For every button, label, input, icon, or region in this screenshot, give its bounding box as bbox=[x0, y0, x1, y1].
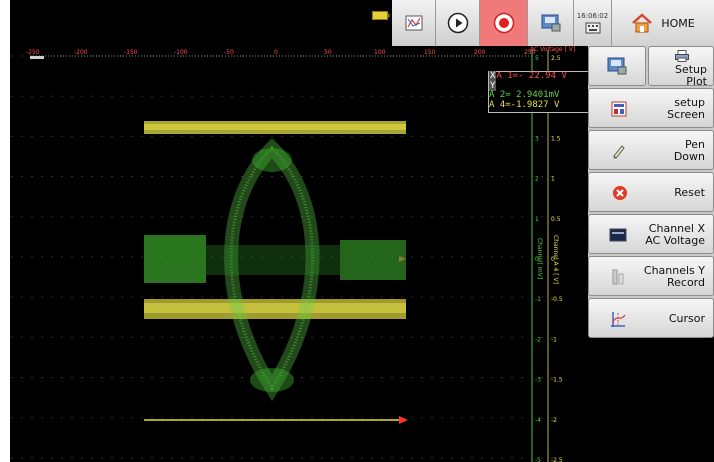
pen-down-line2: Down bbox=[673, 150, 705, 163]
x-tick-label: -200 bbox=[74, 49, 88, 56]
printer-icon bbox=[675, 50, 689, 62]
reset-button[interactable]: Reset bbox=[588, 172, 714, 212]
yellow-trace-lower-highlight bbox=[144, 303, 406, 313]
setup-plot-line2: Plot bbox=[686, 75, 707, 88]
top-toolbar: 16:06:02 HOME bbox=[392, 0, 714, 46]
setup-screen-button[interactable]: setup Screen bbox=[588, 88, 714, 128]
channels-y-button[interactable]: Channels Y Record bbox=[588, 256, 714, 296]
y-inner-tick-label: -1 bbox=[535, 296, 541, 303]
y-inner-tick-label: 1 bbox=[535, 216, 539, 223]
channel-x-line1: Channel X bbox=[648, 222, 705, 235]
y-outer-tick-label: 1 bbox=[551, 176, 555, 183]
horizontal-scroll-indicator bbox=[30, 56, 44, 59]
home-button[interactable]: HOME bbox=[612, 0, 714, 46]
cursor-readout: XA 1=- 22.94 V Y A 2= 2.9401mV A 4=-1.98… bbox=[488, 71, 592, 113]
setup-screen-line2: Screen bbox=[667, 108, 705, 121]
x-tick-label: 250 bbox=[524, 49, 536, 56]
setup-plot-button[interactable]: Setup Plot bbox=[648, 46, 714, 88]
readout-line-1: A 1=- 22.94 V bbox=[496, 71, 567, 81]
save-button[interactable] bbox=[528, 0, 574, 46]
y-outer-tick-label: 1.5 bbox=[551, 135, 561, 142]
x-tick-label: -250 bbox=[26, 49, 40, 56]
x-tick-label: 200 bbox=[474, 49, 486, 56]
readout-line-2: A 2= 2.9401mV bbox=[489, 90, 560, 100]
x-axis-label: AC Voltage [ V] bbox=[530, 46, 575, 53]
play-icon bbox=[447, 12, 468, 34]
yellow-trace-upper-highlight bbox=[144, 124, 406, 130]
chart-button[interactable] bbox=[392, 0, 436, 46]
clock-keyboard-button[interactable]: 16:06:02 bbox=[574, 0, 612, 46]
y-outer-tick-label: -0.5 bbox=[551, 296, 563, 303]
green-trace bbox=[144, 138, 406, 401]
readout-line-3: A 4=-1.9827 V bbox=[489, 99, 560, 110]
channels-y-icon bbox=[612, 269, 624, 285]
y-inner-tick-label: 2 bbox=[535, 176, 539, 183]
battery-icon bbox=[372, 11, 390, 20]
home-label: HOME bbox=[661, 16, 695, 30]
channel-x-button[interactable]: Channel X AC Voltage bbox=[588, 214, 714, 254]
red-cursor-marker bbox=[399, 416, 408, 424]
keyboard-icon bbox=[585, 22, 600, 34]
y-inner-tick-label: -2 bbox=[535, 336, 541, 343]
y-outer-tick-label: 2.5 bbox=[551, 55, 561, 62]
y-outer-tick-label: -2 bbox=[551, 417, 557, 424]
x-tick-label: -50 bbox=[224, 49, 234, 56]
y-inner-tick-label: 3 bbox=[535, 135, 539, 142]
cursor-button[interactable]: Cursor bbox=[588, 298, 714, 338]
channels-y-line1: Channels Y bbox=[643, 264, 705, 277]
play-button[interactable] bbox=[436, 0, 480, 46]
clock: 16:06:02 bbox=[576, 12, 609, 20]
cursor-label: Cursor bbox=[668, 312, 705, 325]
channel-x-icon bbox=[609, 228, 627, 242]
y-inner-tick-label: 5 bbox=[535, 55, 539, 62]
readout-x-key: X bbox=[489, 71, 497, 81]
reset-label: Reset bbox=[674, 186, 705, 199]
y-inner-tick-label: 0 bbox=[535, 256, 539, 263]
y-inner-tick-label: -3 bbox=[535, 377, 541, 384]
x-tick-label: 0 bbox=[274, 49, 278, 56]
y-outer-tick-label: -1.5 bbox=[551, 377, 563, 384]
screen-layout-icon bbox=[611, 101, 627, 117]
save-icon bbox=[607, 57, 627, 75]
x-tick-label: -150 bbox=[124, 49, 138, 56]
side-menu: Setup Plot setup Screen Pen Down bbox=[588, 46, 714, 338]
x-axis-ticks: -250 -200 -150 -100 -50 0 50 100 150 200 250 bbox=[26, 49, 536, 56]
cursor-icon bbox=[611, 312, 626, 327]
y-inner-tick-label: -4 bbox=[535, 417, 541, 424]
y-outer-tick-label: 0.5 bbox=[551, 216, 561, 223]
y-outer-tick-label: -2.5 bbox=[551, 457, 563, 462]
x-tick-label: 150 bbox=[424, 49, 436, 56]
y-inner-axis-label: Channel[ mV] bbox=[536, 238, 543, 279]
reset-icon bbox=[613, 186, 627, 200]
y-inner-tick-label: -5 bbox=[535, 457, 541, 462]
pen-icon bbox=[613, 145, 625, 159]
plot-grid bbox=[11, 55, 553, 459]
save-icon bbox=[541, 14, 560, 32]
setup-plot-line1: Setup bbox=[674, 63, 707, 76]
chart-icon bbox=[405, 15, 422, 31]
record-button[interactable] bbox=[480, 0, 528, 46]
record-icon bbox=[493, 12, 514, 34]
pen-down-line1: Pen bbox=[685, 138, 705, 151]
home-icon bbox=[632, 13, 653, 33]
x-tick-label: 100 bbox=[374, 49, 386, 56]
y-outer-tick-label: -1 bbox=[551, 336, 557, 343]
setup-screen-line1: setup bbox=[674, 96, 705, 109]
channels-y-line2: Record bbox=[666, 276, 705, 289]
y-outer-axis-label: Channel A 4 [ V] bbox=[552, 235, 559, 284]
readout-y-key: Y bbox=[489, 80, 497, 91]
xy-plot: -250 -200 -150 -100 -50 0 50 100 150 200 250 AC Vo… bbox=[11, 46, 575, 462]
side-save-button[interactable] bbox=[588, 46, 646, 86]
pen-down-button[interactable]: Pen Down bbox=[588, 130, 714, 170]
x-tick-label: 50 bbox=[324, 49, 332, 56]
y-outer-tick-label: 0 bbox=[551, 256, 555, 263]
channel-x-line2: AC Voltage bbox=[645, 234, 705, 247]
x-tick-label: -100 bbox=[174, 49, 188, 56]
